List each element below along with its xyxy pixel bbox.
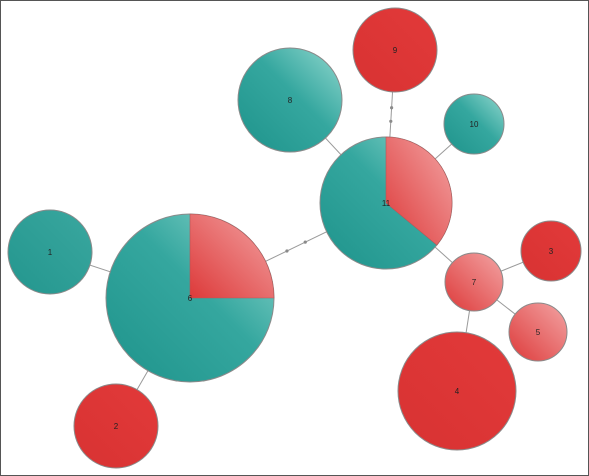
edge-marker-6-11-0	[285, 249, 289, 253]
node-label-6: 6	[188, 294, 193, 303]
node-4[interactable]: 4	[397, 331, 517, 451]
edge-marker-9-11-0	[390, 106, 394, 110]
node-circle-4	[397, 331, 517, 451]
node-label-3: 3	[549, 247, 554, 256]
node-label-9: 9	[393, 46, 398, 55]
node-label-11: 11	[382, 199, 391, 208]
node-label-10: 10	[470, 120, 479, 129]
node-label-2: 2	[114, 422, 119, 431]
node-label-5: 5	[536, 328, 541, 337]
node-circle-9	[352, 7, 438, 93]
node-3[interactable]: 3	[520, 220, 582, 282]
node-label-7: 7	[472, 278, 477, 287]
node-circle-8	[237, 47, 343, 153]
edge-marker-9-11-1	[389, 119, 393, 123]
node-11[interactable]: 11	[319, 136, 453, 270]
edge-marker-6-11-1	[303, 240, 307, 244]
node-circle-3	[520, 220, 582, 282]
node-6[interactable]: 6	[105, 213, 275, 383]
node-slice-red-6	[189, 213, 275, 299]
node-circle-1	[7, 209, 93, 295]
node-10[interactable]: 10	[443, 93, 505, 155]
node-circle-2	[73, 383, 159, 469]
node-8[interactable]: 8	[237, 47, 343, 153]
node-slice-red-11	[385, 136, 453, 246]
node-label-4: 4	[455, 387, 460, 396]
node-9[interactable]: 9	[352, 7, 438, 93]
node-label-1: 1	[48, 248, 53, 257]
node-2[interactable]: 2	[73, 383, 159, 469]
node-circle-7	[444, 252, 504, 312]
node-circle-5	[508, 302, 568, 362]
node-7[interactable]: 7	[444, 252, 504, 312]
node-circle-10	[443, 93, 505, 155]
node-label-8: 8	[288, 96, 293, 105]
node-1[interactable]: 1	[7, 209, 93, 295]
node-5[interactable]: 5	[508, 302, 568, 362]
